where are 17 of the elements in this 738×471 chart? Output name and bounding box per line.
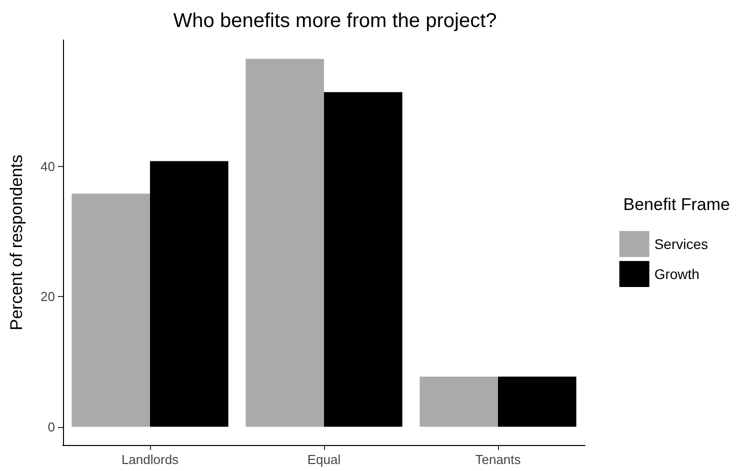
bar [72,194,150,427]
bar [324,92,402,427]
bar [150,161,228,427]
legend-label: Services [654,236,708,252]
bar [498,376,576,427]
x-tick-label: Landlords [121,452,180,467]
y-tick-label: 20 [40,289,55,304]
bar [246,58,324,427]
y-tick-label: 40 [40,158,55,174]
chart-title: Who benefits more from the project? [173,10,497,32]
x-tick-label: Tenants [475,452,522,467]
y-axis-title: Percent of respondents [7,154,26,330]
legend-label: Growth [654,266,700,282]
legend-title: Benefit Frame [623,195,730,214]
y-tick-label: 0 [48,419,55,434]
x-tick-label: Equal [307,452,341,467]
bar [420,376,498,427]
